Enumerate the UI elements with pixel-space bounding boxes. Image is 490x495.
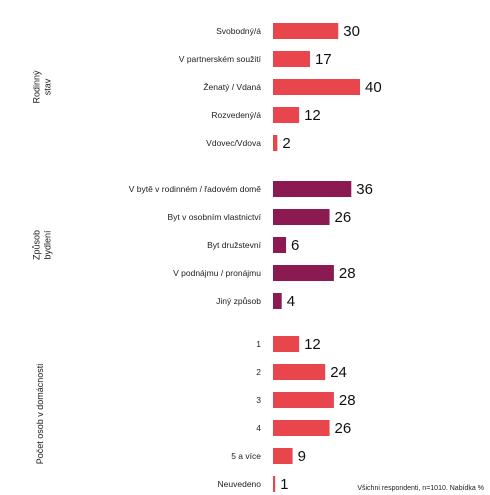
value-label: 40 — [365, 79, 382, 96]
bar — [273, 392, 334, 408]
value-label: 17 — [315, 51, 332, 68]
value-label: 26 — [335, 420, 352, 437]
group-label-line: bydlení — [43, 230, 53, 260]
category-label: 2 — [256, 367, 261, 377]
bar — [273, 79, 360, 95]
category-label: V bytě v rodinném / řadovém domě — [129, 184, 262, 194]
group-label-line: Způsob — [32, 230, 42, 260]
bar — [273, 293, 282, 309]
value-label: 36 — [356, 181, 373, 198]
category-label: V podnájmu / pronájmu — [173, 268, 261, 278]
value-label: 6 — [291, 237, 299, 254]
value-label: 30 — [343, 23, 360, 40]
group-label: Způsobbydlení — [32, 230, 53, 260]
bar — [273, 51, 310, 67]
group-label-line: stav — [43, 78, 53, 95]
value-label: 12 — [304, 336, 321, 353]
category-label: 3 — [256, 395, 261, 405]
bar — [273, 336, 300, 352]
category-label: 1 — [256, 339, 261, 349]
bar — [273, 364, 326, 380]
bar — [273, 448, 293, 464]
category-label: Jiný způsob — [216, 296, 261, 306]
value-label: 9 — [298, 448, 306, 465]
value-label: 4 — [287, 293, 295, 310]
group-label-line: Počet osob v domácnosti — [35, 364, 45, 465]
category-label: Byt družstevní — [207, 240, 261, 250]
bar — [273, 237, 287, 253]
category-label: Rozvedený/á — [211, 110, 261, 120]
value-label: 28 — [339, 265, 356, 282]
category-label: V partnerském soužití — [179, 54, 262, 64]
category-label: Neuvedeno — [218, 479, 262, 489]
bar — [273, 420, 330, 436]
bar — [273, 265, 334, 281]
value-label: 2 — [282, 135, 290, 152]
value-label: 28 — [339, 392, 356, 409]
bar — [273, 135, 278, 151]
group-label: Počet osob v domácnosti — [35, 364, 45, 465]
category-label: Ženatý / Vdaná — [203, 82, 261, 92]
group-label-line: Rodinný — [32, 70, 42, 104]
group-label: Rodinnýstav — [32, 70, 53, 104]
bar — [273, 181, 352, 197]
bar — [273, 23, 339, 39]
category-label: Svobodný/á — [216, 26, 261, 36]
chart-footnote: Všichni respondenti, n=1010. Nabídka % — [357, 485, 484, 492]
value-label: 26 — [335, 209, 352, 226]
value-label: 12 — [304, 107, 321, 124]
value-label: 24 — [330, 364, 347, 381]
category-label: 5 a více — [231, 451, 261, 461]
bar — [273, 476, 276, 492]
bar — [273, 107, 300, 123]
bar — [273, 209, 330, 225]
value-label: 1 — [280, 476, 288, 493]
category-label: 4 — [256, 423, 261, 433]
category-label: Vdovec/Vdova — [206, 138, 261, 148]
category-label: Byt v osobním vlastnictví — [167, 212, 261, 222]
